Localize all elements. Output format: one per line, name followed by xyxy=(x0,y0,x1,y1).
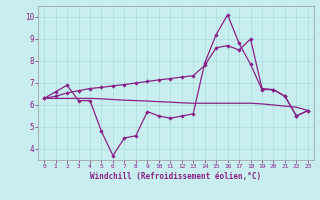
X-axis label: Windchill (Refroidissement éolien,°C): Windchill (Refroidissement éolien,°C) xyxy=(91,172,261,181)
